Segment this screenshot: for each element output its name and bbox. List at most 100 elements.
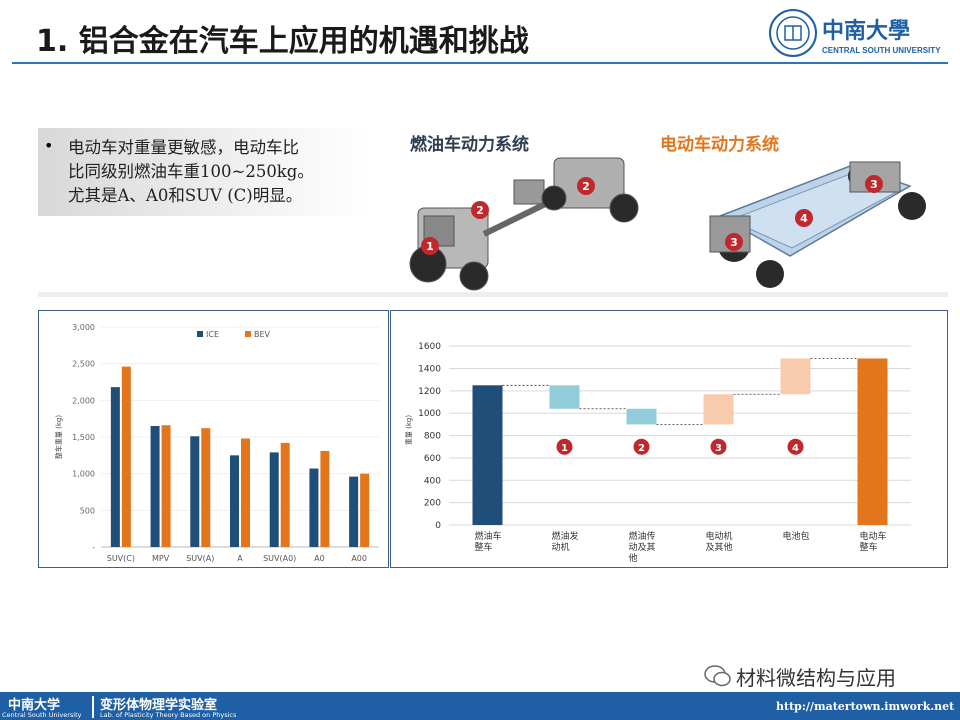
- legend-swatch-ice: [197, 331, 203, 337]
- bar-ice: [309, 468, 319, 547]
- page-title: 1. 铝合金在汽车上应用的机遇和挑战: [36, 24, 529, 59]
- x-tick-label: 燃油发: [552, 530, 579, 542]
- university-logo: 中南大學 CENTRAL SOUTH UNIVERSITY: [769, 9, 941, 57]
- x-tick-label: 动及其: [629, 542, 656, 553]
- x-tick-label: 他: [629, 552, 638, 564]
- x-tick-label: 动机: [552, 541, 570, 553]
- x-tick-label: 燃油传: [629, 530, 656, 542]
- bar-bev: [201, 428, 211, 547]
- x-tick-label: SUV(C): [107, 554, 135, 563]
- footer-lab-cn: 变形体物理学实验室: [100, 698, 218, 713]
- section-separator: [38, 292, 948, 297]
- x-tick-label: 电动机: [706, 530, 733, 542]
- bullet-background: [38, 128, 370, 216]
- vehicle-weight-chart: - 500 1,000 1,500 2,000 2,500 3,000 整车重量 (kg) SU…: [54, 323, 379, 563]
- ice-marker-2a: 2: [476, 204, 484, 217]
- bar-ice: [190, 436, 200, 547]
- logo-cn-text: 中南大學: [822, 18, 910, 44]
- bar-bev: [241, 438, 250, 547]
- ev-marker-3b: 3: [730, 236, 738, 249]
- y-tick-label: 400: [424, 476, 441, 486]
- y-tick-label: 1,000: [72, 470, 95, 479]
- x-tick-label: 电池包: [783, 530, 810, 542]
- footer-lab-en: Lab. of Plasticity Theory Based on Physi…: [100, 711, 237, 719]
- bullet-line-1: 电动车对重量更敏感，电动车比: [68, 138, 299, 157]
- y-tick-label: 1200: [418, 387, 441, 397]
- footer-divider: [92, 696, 94, 718]
- y-tick-label: 200: [424, 499, 441, 509]
- waterfall-bar: [780, 358, 811, 395]
- bar-ice: [349, 476, 359, 547]
- step-marker-label: 1: [561, 443, 568, 454]
- bar-bev: [280, 442, 290, 547]
- x-tick-label: A0: [314, 554, 325, 563]
- y-tick-label: 800: [424, 432, 441, 442]
- step-marker-label: 4: [792, 443, 799, 454]
- wechat-icon: [704, 665, 731, 687]
- x-tick-label: A: [237, 554, 243, 563]
- y-axis-label: 整车重量 (kg): [54, 415, 63, 459]
- legend-label-ice: ICE: [206, 330, 219, 339]
- step-marker-label: 3: [715, 443, 722, 454]
- ev-powertrain-label: 电动车动力系统: [660, 135, 779, 155]
- waterfall-chart-panel: 0 200 400 600 800 1000 1200 1400 1600 重量 (kg) 燃油车整…: [390, 310, 948, 568]
- y-tick-label: 2,000: [72, 396, 95, 405]
- bullet-line-3: 尤其是A、A0和SUV (C)明显。: [68, 186, 303, 205]
- x-tick-label: SUV(A): [186, 554, 214, 563]
- y-tick-label: 1000: [418, 409, 441, 419]
- wechat-account-name: 材料微结构与应用: [736, 666, 896, 690]
- bar-ice: [269, 452, 279, 547]
- logo-en-text: CENTRAL SOUTH UNIVERSITY: [822, 46, 941, 55]
- step-marker: [633, 438, 650, 455]
- waterfall-bar: [472, 385, 503, 525]
- waterfall-bar: [703, 394, 734, 425]
- title-divider: [12, 62, 948, 64]
- ice-markers: 1 2 2: [421, 177, 595, 255]
- x-tick-label: SUV(A0): [263, 554, 296, 563]
- x-tick-label: MPV: [152, 554, 170, 563]
- bullet-dot: •: [44, 136, 54, 155]
- waterfall-bar: [626, 408, 657, 425]
- x-tick-label: 电动车: [860, 530, 887, 542]
- x-tick-label: 整车: [860, 541, 878, 553]
- y-tick-label: 3,000: [72, 323, 95, 332]
- y-tick-label: 1400: [418, 365, 441, 375]
- y-tick-label: -: [92, 543, 95, 552]
- waterfall-bar: [857, 358, 888, 525]
- y-tick-label: 0: [435, 521, 441, 531]
- legend-swatch-bev: [245, 331, 251, 337]
- x-tick-label: 及其他: [706, 541, 733, 553]
- y-tick-label: 1,500: [72, 433, 95, 442]
- bullet-text: 电动车对重量更敏感，电动车比 比同级别燃油车重100~250kg。 尤其是A、A…: [48, 136, 393, 208]
- step-marker: [710, 438, 727, 455]
- weight-waterfall-chart: 0 200 400 600 800 1000 1200 1400 1600 重量 (kg) 燃油车整…: [405, 342, 911, 564]
- footer-bar: [0, 692, 960, 720]
- footer-university-en: Central South University: [2, 711, 82, 719]
- footer-url[interactable]: http://matertown.imwork.net: [776, 700, 955, 713]
- bar-bev: [121, 366, 131, 547]
- ev-marker-3a: 3: [870, 178, 878, 191]
- ice-marker-1: 1: [426, 240, 434, 253]
- bullet-line-2: 比同级别燃油车重100~250kg。: [68, 162, 314, 181]
- step-marker: [787, 438, 804, 455]
- legend-label-bev: BEV: [254, 330, 271, 339]
- ev-chassis-illustration: 3 4 3: [709, 161, 926, 288]
- bar-bev: [161, 425, 171, 547]
- bar-bev: [320, 450, 330, 547]
- y-tick-label: 500: [80, 506, 95, 515]
- x-tick-label: A00: [351, 554, 367, 563]
- ice-powertrain-label: 燃油车动力系统: [410, 135, 529, 155]
- y-tick-label: 600: [424, 454, 441, 464]
- bar-bev: [360, 473, 370, 547]
- step-marker: [556, 438, 573, 455]
- bar-ice: [230, 455, 239, 547]
- footer-university-cn: 中南大学: [8, 698, 61, 713]
- vehicle-weight-chart-panel: - 500 1,000 1,500 2,000 2,500 3,000 整车重量 (kg) SU…: [38, 310, 389, 568]
- y-tick-label: 2,500: [72, 360, 95, 369]
- ice-chassis-illustration: 1 2 2: [409, 157, 639, 291]
- bar-ice: [110, 387, 120, 547]
- step-marker-label: 2: [638, 443, 645, 454]
- waterfall-bar: [549, 385, 580, 409]
- ice-marker-2b: 2: [582, 180, 590, 193]
- x-tick-label: 燃油车: [475, 530, 502, 542]
